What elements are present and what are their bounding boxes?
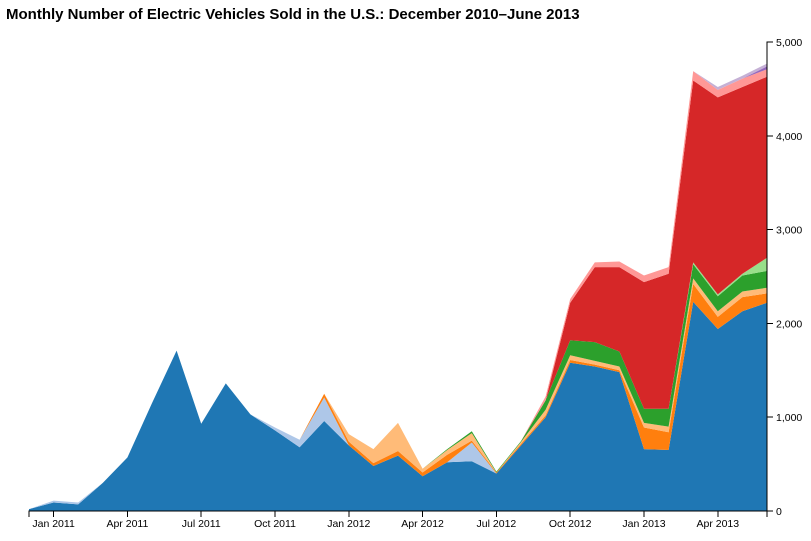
y-tick-label: 4,000 <box>776 131 802 143</box>
y-tick-label: 0 <box>776 506 782 518</box>
y-tick-label: 2,000 <box>776 318 802 330</box>
y-tick-label: 1,000 <box>776 412 802 424</box>
x-tick-label: Jan 2012 <box>327 518 370 530</box>
x-axis-line <box>28 510 768 517</box>
x-tick-label: Jul 2011 <box>182 518 221 530</box>
x-tick-label: Apr 2011 <box>106 518 148 530</box>
x-tick-label: Oct 2011 <box>254 518 296 530</box>
y-axis-line <box>766 41 773 512</box>
area-series-7 <box>29 76 767 510</box>
x-tick-label: Apr 2012 <box>401 518 444 530</box>
area-series-1 <box>29 301 767 511</box>
x-axis: Jan 2011 Apr 2011 Jul 2011 Oct 2011 Jan 2012… <box>28 510 768 530</box>
x-tick-label: Jul 2012 <box>477 518 517 530</box>
chart-title: Monthly Number of Electric Vehicles Sold… <box>6 6 580 23</box>
x-tick-label: Jan 2011 <box>32 518 75 530</box>
x-tick-label: Jan 2013 <box>622 518 665 530</box>
x-tick-label: Oct 2012 <box>549 518 592 530</box>
stacked-areas <box>29 63 767 511</box>
y-axis: 0 1,000 2,000 3,000 4,000 5,000 <box>766 37 802 518</box>
x-tick-label: Apr 2013 <box>696 518 739 530</box>
y-tick-label: 5,000 <box>776 37 802 49</box>
y-tick-label: 3,000 <box>776 225 802 237</box>
